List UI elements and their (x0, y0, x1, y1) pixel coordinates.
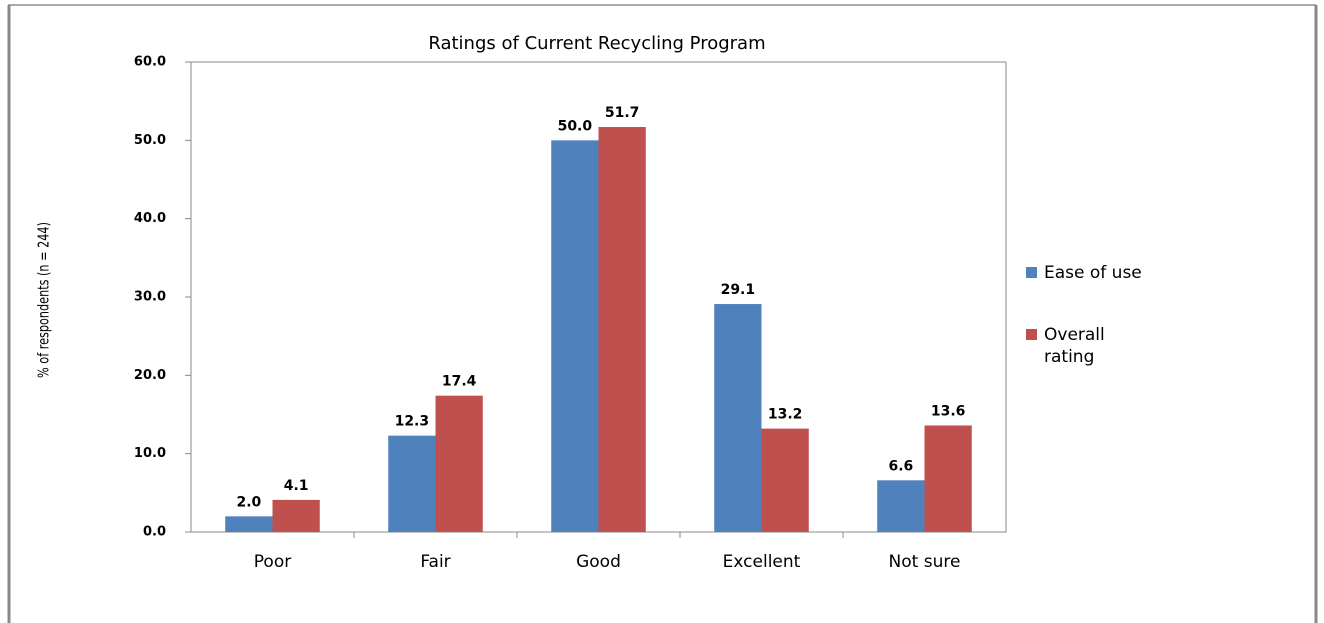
x-tick-label: Good (576, 552, 621, 572)
y-tick-label: 10.0 (134, 446, 166, 461)
bar (598, 127, 646, 533)
y-tick-label: 20.0 (134, 368, 166, 383)
data-label: 13.2 (768, 407, 803, 423)
x-tick-label: Poor (254, 552, 291, 572)
data-label: 50.0 (558, 118, 593, 134)
bar (714, 304, 762, 532)
y-tick-label: 40.0 (134, 211, 166, 226)
x-tick-label: Excellent (723, 552, 801, 572)
legend-swatch (1026, 329, 1037, 340)
data-label: 29.1 (721, 282, 756, 298)
legend-entry: Ease of use (1044, 263, 1142, 283)
bar (435, 395, 483, 532)
bar (272, 499, 320, 532)
y-tick-label: 30.0 (134, 290, 166, 305)
bar (761, 428, 809, 532)
legend-label: Ease of use (1044, 263, 1142, 283)
y-tick-label: 60.0 (134, 55, 166, 70)
y-tick-label: 50.0 (134, 133, 166, 148)
bar (924, 425, 972, 532)
y-axis-label: % of respondents (n = 244) (36, 222, 53, 378)
data-label: 2.0 (236, 494, 261, 510)
data-label: 6.6 (888, 458, 913, 474)
legend-swatch (1026, 267, 1037, 278)
bar (225, 516, 273, 532)
x-tick-label: Not sure (889, 552, 961, 572)
data-label: 51.7 (605, 105, 640, 121)
data-label: 17.4 (442, 374, 477, 390)
data-label: 12.3 (395, 414, 430, 430)
y-tick-label: 0.0 (143, 525, 166, 540)
data-label: 4.1 (284, 478, 309, 494)
legend-label: Overall rating (1044, 325, 1105, 367)
chart-title: Ratings of Current Recycling Program (428, 33, 765, 54)
legend-entry: Overall rating (1044, 325, 1105, 367)
bar (388, 435, 436, 532)
x-tick-label: Fair (420, 552, 450, 572)
bar (877, 480, 925, 532)
data-label: 13.6 (931, 403, 966, 419)
bar (551, 140, 599, 533)
